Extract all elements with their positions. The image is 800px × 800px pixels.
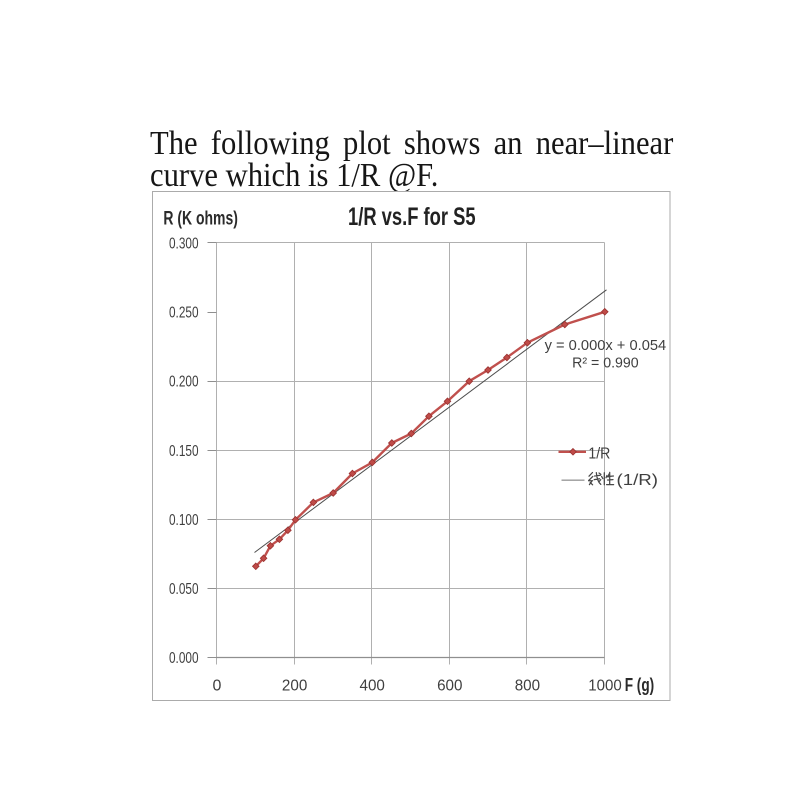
- svg-text:1000: 1000: [588, 678, 622, 695]
- svg-text:y = 0.000x + 0.054: y = 0.000x + 0.054: [545, 338, 667, 354]
- svg-text:0: 0: [213, 678, 222, 695]
- svg-text:F (g): F (g): [625, 674, 655, 695]
- svg-text:1/R: 1/R: [588, 446, 610, 463]
- svg-text:R (K ohms): R (K ohms): [163, 208, 238, 229]
- svg-text:600: 600: [437, 678, 462, 695]
- svg-text:0.200: 0.200: [169, 374, 199, 391]
- svg-text:R² = 0.990: R² = 0.990: [572, 356, 639, 372]
- svg-text:0.050: 0.050: [169, 581, 199, 598]
- svg-text:0.300: 0.300: [169, 235, 199, 252]
- svg-text:800: 800: [515, 678, 540, 695]
- svg-text:0.000: 0.000: [169, 650, 199, 667]
- svg-text:400: 400: [360, 678, 385, 695]
- svg-text:0.150: 0.150: [169, 443, 199, 460]
- svg-text:0.100: 0.100: [169, 512, 199, 529]
- svg-text:0.250: 0.250: [169, 305, 199, 322]
- svg-text:1/R vs.F for S5: 1/R vs.F for S5: [348, 203, 476, 231]
- svg-text:200: 200: [282, 678, 307, 695]
- svg-text:(1/R): (1/R): [617, 472, 659, 489]
